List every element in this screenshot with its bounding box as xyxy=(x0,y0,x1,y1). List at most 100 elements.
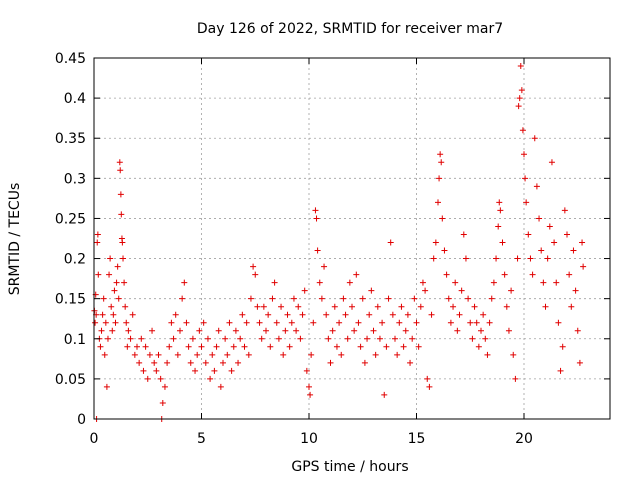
data-point xyxy=(527,255,534,262)
data-point xyxy=(293,327,300,334)
data-point xyxy=(284,311,291,318)
data-point xyxy=(106,271,113,278)
data-point xyxy=(187,359,194,366)
data-point xyxy=(170,335,177,342)
data-point xyxy=(376,335,383,342)
data-point xyxy=(121,279,128,286)
data-point xyxy=(404,311,411,318)
data-point xyxy=(112,319,119,326)
data-point xyxy=(325,335,332,342)
data-point xyxy=(104,335,111,342)
data-point xyxy=(327,359,334,366)
data-point xyxy=(258,335,265,342)
data-point xyxy=(456,311,463,318)
data-point xyxy=(282,327,289,334)
grid xyxy=(94,58,610,419)
data-point xyxy=(355,319,362,326)
data-point xyxy=(189,335,196,342)
data-point xyxy=(316,279,323,286)
data-point xyxy=(110,311,117,318)
data-point xyxy=(438,159,445,166)
data-point xyxy=(389,311,396,318)
data-point xyxy=(228,367,235,374)
y-tick-label: 0.4 xyxy=(64,91,86,107)
data-point xyxy=(383,343,390,350)
x-tick-label: 20 xyxy=(515,431,533,447)
data-point xyxy=(196,327,203,334)
data-point xyxy=(521,151,527,158)
data-point xyxy=(579,239,586,246)
data-point xyxy=(422,287,429,294)
data-point xyxy=(183,319,190,326)
data-point xyxy=(559,343,566,350)
data-point xyxy=(122,303,129,310)
data-point xyxy=(342,311,349,318)
data-point xyxy=(310,319,317,326)
data-point xyxy=(159,399,166,406)
data-point xyxy=(168,319,175,326)
data-point xyxy=(478,327,484,334)
data-point xyxy=(280,351,287,358)
data-point xyxy=(181,279,188,286)
data-point xyxy=(523,199,530,206)
data-point xyxy=(120,255,127,262)
data-point xyxy=(379,319,386,326)
data-point xyxy=(260,303,267,310)
data-point xyxy=(323,311,330,318)
data-point xyxy=(222,335,229,342)
y-axis-label: SRMTID / TECUs xyxy=(7,183,23,296)
data-point xyxy=(235,359,242,366)
data-point xyxy=(396,319,403,326)
data-point xyxy=(153,367,160,374)
data-point xyxy=(241,343,248,350)
data-point xyxy=(445,295,452,302)
data-point xyxy=(117,191,124,198)
data-point xyxy=(505,327,512,334)
data-point xyxy=(252,271,259,278)
y-tick-label: 0.15 xyxy=(55,292,86,308)
data-point xyxy=(493,255,500,262)
data-point xyxy=(123,319,130,326)
x-tick-label: 15 xyxy=(408,431,426,447)
data-point xyxy=(207,375,214,382)
data-point xyxy=(385,295,392,302)
y-tick-label: 0.2 xyxy=(64,252,86,268)
data-point xyxy=(407,359,414,366)
data-point xyxy=(361,359,368,366)
data-point xyxy=(344,335,351,342)
data-point xyxy=(387,239,394,246)
data-point xyxy=(409,335,416,342)
data-point xyxy=(372,351,379,358)
data-point xyxy=(546,223,553,230)
data-point xyxy=(303,367,310,374)
data-point xyxy=(230,343,237,350)
data-point xyxy=(426,383,433,390)
data-point xyxy=(146,351,153,358)
data-point xyxy=(465,295,472,302)
data-point xyxy=(557,367,564,374)
data-point xyxy=(278,303,285,310)
x-tick-label: 5 xyxy=(197,431,206,447)
data-point xyxy=(94,239,101,246)
y-ticks: 0 0.05 0.1 0.15 0.2 0.25 0.3 0.35 0.4 0.45 xyxy=(55,51,610,428)
data-point xyxy=(101,351,108,358)
data-point xyxy=(157,375,164,382)
data-point xyxy=(480,311,487,318)
data-point xyxy=(359,295,366,302)
data-point xyxy=(574,327,581,334)
data-point xyxy=(116,159,123,166)
data-point xyxy=(166,343,173,350)
data-point xyxy=(95,271,102,278)
data-point xyxy=(490,279,497,286)
data-point xyxy=(149,327,156,334)
data-point xyxy=(102,319,109,326)
data-point xyxy=(185,343,192,350)
y-tick-label: 0.25 xyxy=(55,211,86,227)
data-point xyxy=(318,295,325,302)
data-point xyxy=(497,207,504,214)
data-point xyxy=(417,303,424,310)
data-point xyxy=(447,319,454,326)
data-point xyxy=(496,199,503,206)
data-point xyxy=(522,175,529,182)
